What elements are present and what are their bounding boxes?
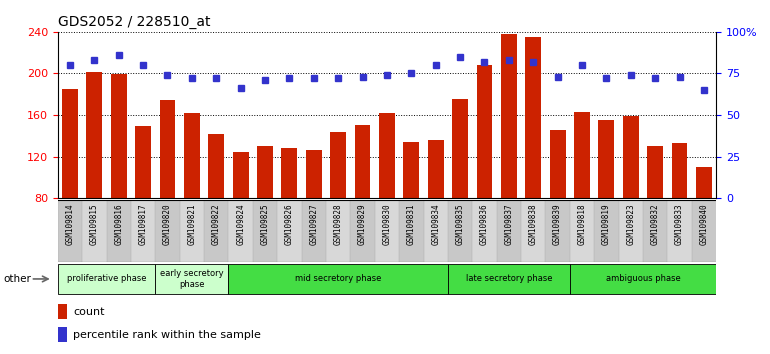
- Bar: [106, 200, 131, 262]
- Bar: [58, 200, 82, 262]
- Title: GDS2052 / 228510_at: GDS2052 / 228510_at: [58, 16, 210, 29]
- Bar: [156, 200, 179, 262]
- Bar: [403, 142, 419, 198]
- Bar: [525, 37, 541, 198]
- Bar: [497, 200, 521, 262]
- Bar: [350, 200, 375, 262]
- Bar: [136, 126, 151, 198]
- Text: GSM109833: GSM109833: [675, 203, 684, 245]
- Bar: [184, 113, 199, 198]
- Bar: [648, 146, 663, 198]
- Bar: [229, 264, 448, 294]
- Text: GSM109820: GSM109820: [163, 203, 172, 245]
- Bar: [594, 200, 618, 262]
- Text: GSM109832: GSM109832: [651, 203, 660, 245]
- Text: GSM109815: GSM109815: [90, 203, 99, 245]
- Bar: [111, 74, 126, 198]
- Text: other: other: [4, 274, 32, 284]
- Text: GSM109823: GSM109823: [626, 203, 635, 245]
- Bar: [375, 200, 399, 262]
- Bar: [696, 167, 711, 198]
- Bar: [501, 34, 517, 198]
- Bar: [330, 132, 346, 198]
- Bar: [671, 143, 688, 198]
- Bar: [623, 116, 638, 198]
- Text: GSM109824: GSM109824: [236, 203, 245, 245]
- Bar: [570, 200, 594, 262]
- Bar: [570, 264, 716, 294]
- Bar: [399, 200, 424, 262]
- Text: GSM109830: GSM109830: [383, 203, 391, 245]
- Bar: [302, 200, 326, 262]
- Bar: [448, 200, 472, 262]
- Bar: [643, 200, 668, 262]
- Bar: [204, 200, 229, 262]
- Text: GSM109814: GSM109814: [65, 203, 75, 245]
- Bar: [253, 200, 277, 262]
- Bar: [472, 200, 497, 262]
- Bar: [159, 101, 176, 198]
- Bar: [229, 200, 253, 262]
- Bar: [156, 264, 229, 294]
- Text: proliferative phase: proliferative phase: [67, 274, 146, 284]
- Text: GSM109825: GSM109825: [260, 203, 269, 245]
- Text: GSM109828: GSM109828: [333, 203, 343, 245]
- Text: GSM109831: GSM109831: [407, 203, 416, 245]
- Bar: [550, 130, 565, 198]
- Bar: [477, 65, 492, 198]
- Bar: [424, 200, 448, 262]
- Bar: [233, 153, 249, 198]
- Text: percentile rank within the sample: percentile rank within the sample: [73, 330, 261, 340]
- Bar: [574, 112, 590, 198]
- Text: mid secretory phase: mid secretory phase: [295, 274, 381, 284]
- Text: GSM109838: GSM109838: [529, 203, 537, 245]
- Text: GSM109818: GSM109818: [578, 203, 587, 245]
- Bar: [58, 327, 68, 342]
- Text: GSM109827: GSM109827: [310, 203, 318, 245]
- Text: GSM109816: GSM109816: [114, 203, 123, 245]
- Bar: [58, 304, 68, 319]
- Bar: [668, 200, 691, 262]
- Text: GSM109822: GSM109822: [212, 203, 221, 245]
- Bar: [86, 73, 102, 198]
- Text: late secretory phase: late secretory phase: [466, 274, 552, 284]
- Bar: [379, 113, 395, 198]
- Bar: [131, 200, 156, 262]
- Text: early secretory
phase: early secretory phase: [160, 269, 223, 289]
- Bar: [257, 146, 273, 198]
- Bar: [355, 125, 370, 198]
- Text: GSM109839: GSM109839: [553, 203, 562, 245]
- Text: GSM109837: GSM109837: [504, 203, 514, 245]
- Bar: [282, 148, 297, 198]
- Bar: [428, 140, 444, 198]
- Bar: [306, 150, 322, 198]
- Bar: [277, 200, 302, 262]
- Bar: [448, 264, 570, 294]
- Bar: [521, 200, 545, 262]
- Text: GSM109840: GSM109840: [699, 203, 708, 245]
- Text: GSM109836: GSM109836: [480, 203, 489, 245]
- Text: GSM109834: GSM109834: [431, 203, 440, 245]
- Bar: [62, 89, 78, 198]
- Text: GSM109829: GSM109829: [358, 203, 367, 245]
- Bar: [326, 200, 350, 262]
- Bar: [618, 200, 643, 262]
- Bar: [58, 264, 156, 294]
- Text: GSM109826: GSM109826: [285, 203, 294, 245]
- Bar: [598, 120, 614, 198]
- Bar: [691, 200, 716, 262]
- Bar: [209, 134, 224, 198]
- Text: GSM109817: GSM109817: [139, 203, 148, 245]
- Bar: [545, 200, 570, 262]
- Text: ambiguous phase: ambiguous phase: [605, 274, 681, 284]
- Bar: [82, 200, 106, 262]
- Bar: [179, 200, 204, 262]
- Text: GSM109835: GSM109835: [456, 203, 464, 245]
- Text: GSM109819: GSM109819: [602, 203, 611, 245]
- Bar: [452, 99, 468, 198]
- Text: count: count: [73, 307, 105, 317]
- Text: GSM109821: GSM109821: [187, 203, 196, 245]
